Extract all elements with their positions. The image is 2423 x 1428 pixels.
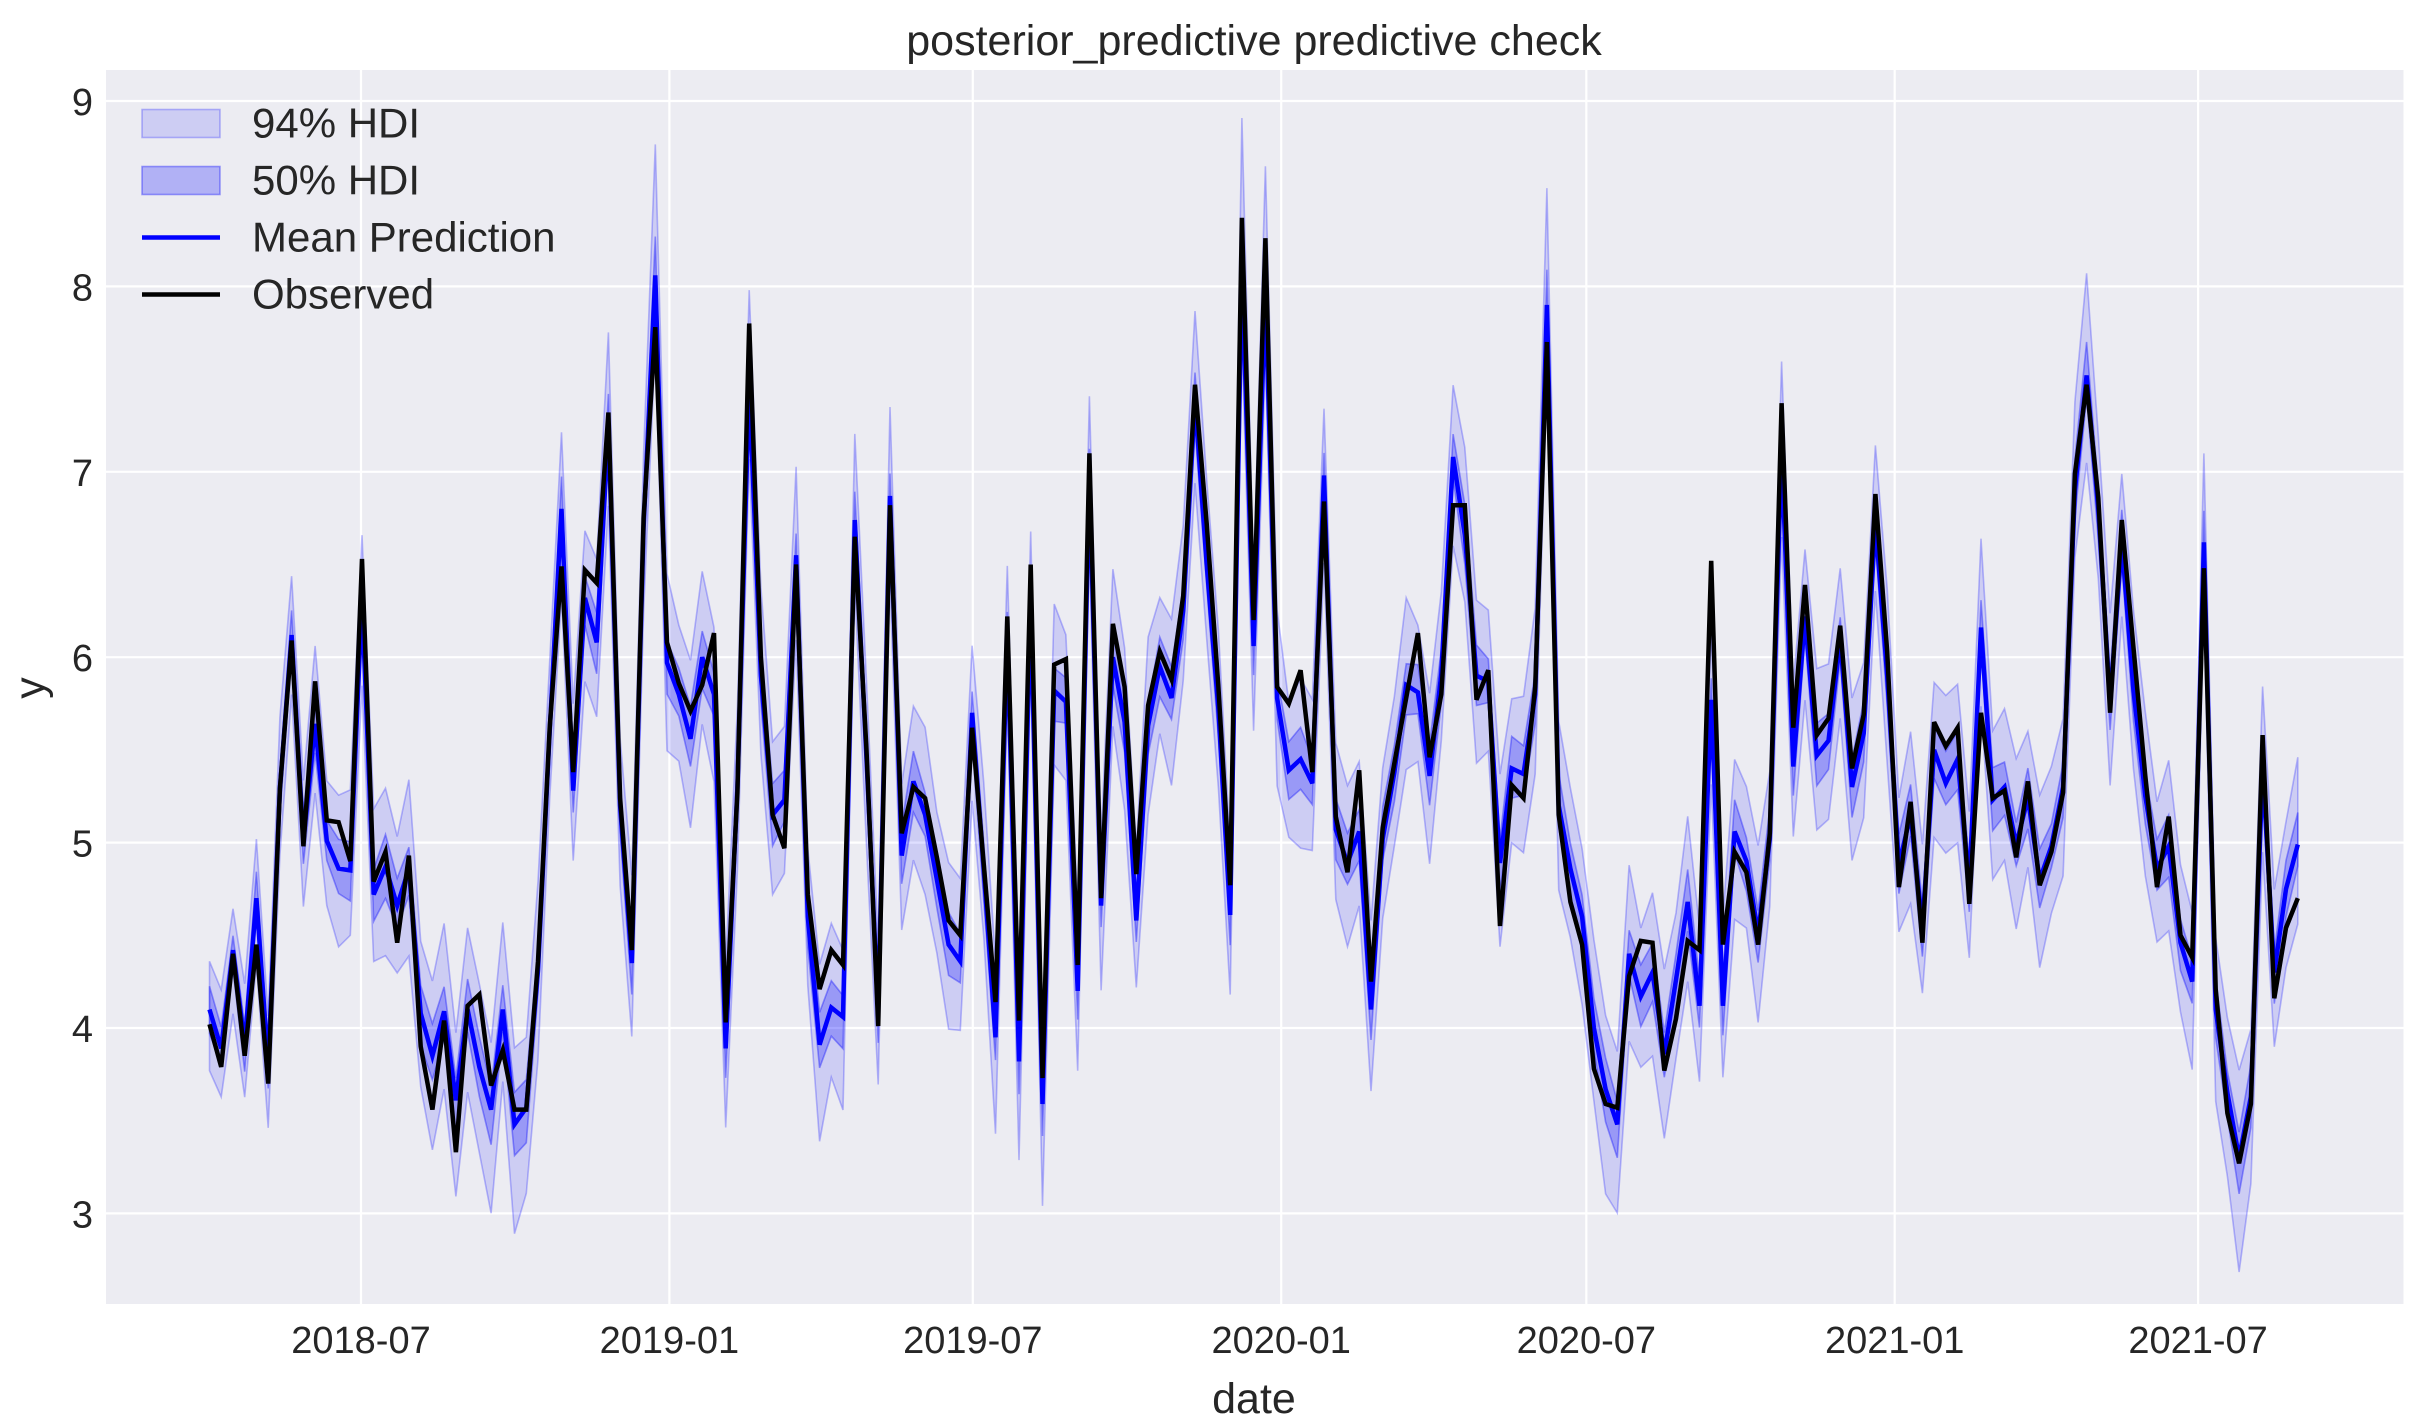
svg-text:5: 5 (72, 824, 93, 866)
svg-text:2021-07: 2021-07 (2128, 1320, 2267, 1362)
svg-text:2020-07: 2020-07 (1517, 1320, 1656, 1362)
svg-text:7: 7 (72, 453, 93, 495)
svg-text:Mean Prediction: Mean Prediction (252, 214, 556, 261)
svg-text:3: 3 (72, 1194, 93, 1236)
svg-text:94% HDI: 94% HDI (252, 100, 420, 147)
svg-text:6: 6 (72, 638, 93, 680)
svg-text:2020-01: 2020-01 (1211, 1320, 1350, 1362)
svg-text:8: 8 (72, 267, 93, 309)
svg-text:posterior_predictive predictiv: posterior_predictive predictive check (906, 17, 1602, 65)
svg-text:date: date (1212, 1375, 1296, 1423)
svg-text:2019-01: 2019-01 (600, 1320, 739, 1362)
svg-text:2018-07: 2018-07 (291, 1320, 430, 1362)
svg-text:9: 9 (72, 82, 93, 124)
svg-text:2019-07: 2019-07 (903, 1320, 1042, 1362)
svg-text:2021-01: 2021-01 (1825, 1320, 1964, 1362)
svg-text:Observed: Observed (252, 271, 434, 318)
svg-text:4: 4 (72, 1009, 93, 1051)
svg-text:y: y (6, 677, 54, 699)
svg-text:50% HDI: 50% HDI (252, 157, 420, 204)
